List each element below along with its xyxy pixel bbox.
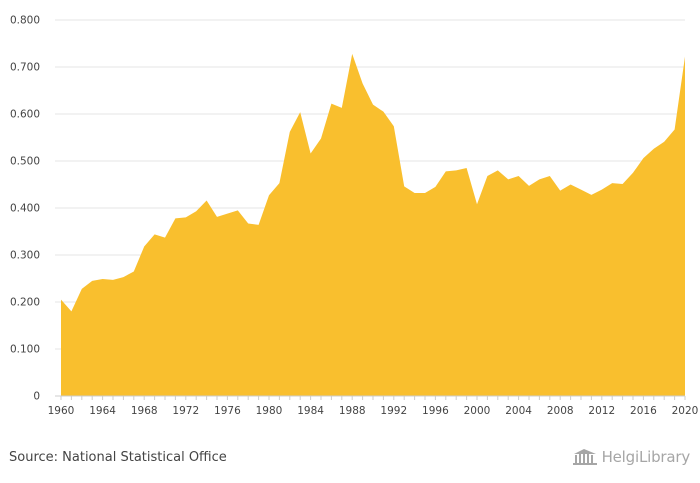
series-area-group <box>61 53 685 397</box>
x-tick-label: 1984 <box>297 405 324 417</box>
y-tick-label: 0.500 <box>10 156 40 168</box>
x-tick-label: 2004 <box>505 405 532 417</box>
y-tick-label: 0.100 <box>10 344 40 356</box>
brand-logo[interactable]: HelgiLibrary <box>572 448 690 466</box>
x-tick-label: 2016 <box>630 405 657 417</box>
y-tick-label: 0.400 <box>10 203 40 215</box>
x-tick-label: 1972 <box>172 405 199 417</box>
y-tick-label: 0.200 <box>10 297 40 309</box>
x-tick-label: 1964 <box>89 405 116 417</box>
x-tick-label: 1980 <box>256 405 283 417</box>
brand-name: HelgiLibrary <box>601 448 691 466</box>
x-tick-label: 1976 <box>214 405 241 417</box>
x-tick-label: 1988 <box>339 405 366 417</box>
series-area <box>61 53 685 397</box>
x-tick-label: 1992 <box>380 405 407 417</box>
y-tick-label: 0.600 <box>10 109 40 121</box>
y-tick-label: 0.300 <box>10 250 40 262</box>
x-tick-label: 2008 <box>547 405 574 417</box>
x-tick-label: 2020 <box>672 405 699 417</box>
x-tick-label: 1968 <box>131 405 158 417</box>
x-axis-tick-labels: 1960 1964 1968 1972 1976 1980 1984 1988 1992 1996… <box>48 405 699 417</box>
x-tick-label: 1996 <box>422 405 449 417</box>
x-tick-label: 2000 <box>464 405 491 417</box>
y-axis-tick-labels: 0 0.100 0.200 0.300 0.400 0.500 0.600 0.700 0.80… <box>10 15 40 403</box>
source-note: Source: National Statistical Office <box>9 450 227 465</box>
library-building-icon <box>572 449 597 465</box>
y-tick-label: 0.700 <box>10 62 40 74</box>
area-chart: 0 0.100 0.200 0.300 0.400 0.500 0.600 0.700 0.80… <box>10 15 699 418</box>
x-tick-label: 1960 <box>48 405 75 417</box>
axes <box>55 395 686 400</box>
x-tick-label: 2012 <box>588 405 615 417</box>
y-tick-label: 0.800 <box>10 15 40 27</box>
y-tick-label: 0 <box>33 391 40 403</box>
